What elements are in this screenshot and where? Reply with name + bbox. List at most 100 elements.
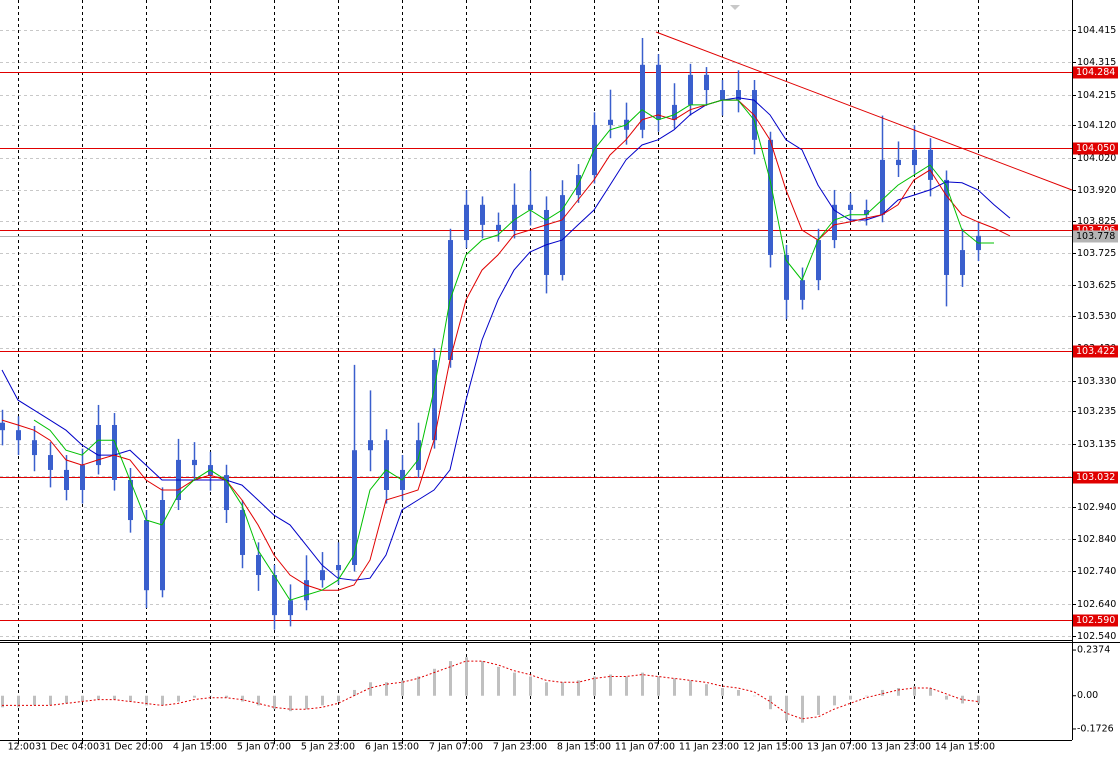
y-tick-label: 102.540 — [1077, 631, 1116, 642]
candle-body — [912, 149, 917, 166]
level-label: 102.590 — [1076, 615, 1115, 626]
histogram-bar — [673, 678, 676, 696]
histogram-bar — [273, 695, 276, 710]
histogram-bar — [865, 695, 868, 697]
trend-line — [655, 31, 1073, 191]
histogram-bar — [913, 686, 916, 696]
histogram-bar — [497, 666, 500, 696]
candle-body — [112, 424, 117, 480]
histogram-bar — [385, 682, 388, 696]
histogram-bar — [209, 695, 212, 697]
histogram-bar — [353, 689, 356, 696]
histogram-bar — [593, 676, 596, 696]
histogram-bar — [145, 695, 148, 706]
x-tick-label: 5 Jan 23:00 — [301, 742, 355, 753]
candle-body — [960, 250, 965, 275]
histogram-bar — [129, 695, 132, 702]
histogram-bar — [305, 695, 308, 710]
histogram-bar — [321, 695, 324, 706]
histogram-bar — [177, 695, 180, 702]
histogram-bar — [609, 674, 612, 696]
signal-line — [2, 660, 979, 720]
y-tick-label: 103.725 — [1077, 248, 1116, 259]
y-tick-label: 0.2374 — [1077, 645, 1110, 656]
histogram-bar — [65, 695, 68, 704]
histogram-bar — [513, 672, 516, 696]
x-tick-label: 31 Dec 20:00 — [99, 742, 163, 753]
y-tick-label: 104.020 — [1077, 153, 1116, 164]
x-tick-label: 12:00 — [8, 742, 35, 753]
level-label-bg — [1073, 66, 1118, 79]
candle-body — [448, 240, 453, 361]
y-tick-label: -0.1726 — [1077, 723, 1114, 734]
candle-body — [304, 580, 309, 601]
candle-body — [832, 204, 837, 241]
x-tick-label: 13 Jan 07:00 — [807, 742, 867, 753]
level-label: 104.284 — [1076, 67, 1115, 78]
candle-body — [272, 575, 277, 616]
histogram-bar — [769, 695, 772, 710]
candle-body — [720, 90, 725, 101]
y-tick-label: 0.00 — [1077, 690, 1098, 701]
histogram-bar — [929, 688, 932, 696]
histogram-bar — [529, 676, 532, 696]
candle-body — [544, 209, 549, 275]
candle-body — [512, 204, 517, 231]
candle-body — [672, 104, 677, 120]
y-tick-label: 103.235 — [1077, 406, 1116, 417]
histogram-bar — [961, 695, 964, 704]
candle-body — [32, 440, 37, 456]
histogram-bar — [721, 688, 724, 696]
candle-body — [320, 570, 325, 581]
candle-body — [224, 475, 229, 511]
y-tick-label: 104.215 — [1077, 90, 1116, 101]
histogram-bar — [337, 695, 340, 702]
candle-body — [80, 465, 85, 490]
moving-average — [33, 99, 994, 601]
x-tick-label: 12 Jan 15:00 — [743, 742, 803, 753]
histogram-bar — [545, 682, 548, 696]
level-label-bg — [1073, 345, 1118, 358]
candle-body — [464, 204, 469, 241]
candle-body — [384, 440, 389, 490]
x-tick-label: 8 Jan 15:00 — [557, 742, 611, 753]
candle-body — [16, 430, 21, 441]
histogram-bar — [241, 695, 244, 702]
candle-body — [160, 500, 165, 591]
level-label: 103.032 — [1076, 472, 1115, 483]
histogram-bar — [689, 680, 692, 696]
y-tick-label: 102.840 — [1077, 534, 1116, 545]
level-label-bg — [1073, 614, 1118, 627]
candle-body — [736, 90, 741, 101]
histogram-bar — [481, 661, 484, 696]
candle-body — [944, 179, 949, 275]
candle-body — [816, 240, 821, 281]
histogram-bar — [465, 657, 468, 696]
y-tick-label: 104.315 — [1077, 57, 1116, 68]
candle-body — [288, 600, 293, 616]
y-tick-label: 103.135 — [1077, 439, 1116, 450]
x-tick-label: 31 Dec 04:00 — [35, 742, 99, 753]
x-tick-label: 13 Jan 23:00 — [871, 742, 931, 753]
candle-body — [800, 280, 805, 300]
x-tick-label: 11 Jan 23:00 — [679, 742, 739, 753]
x-tick-label: 5 Jan 07:00 — [237, 742, 291, 753]
y-tick-label: 102.740 — [1077, 566, 1116, 577]
candle-body — [240, 510, 245, 555]
candle-body — [416, 440, 421, 470]
x-tick-label: 11 Jan 07:00 — [615, 742, 675, 753]
x-tick-label: 7 Jan 23:00 — [493, 742, 547, 753]
y-tick-label: 104.415 — [1077, 25, 1116, 36]
candle-body — [640, 64, 645, 130]
histogram-bar — [817, 695, 820, 715]
histogram-bar — [257, 695, 260, 706]
candle-body — [560, 195, 565, 275]
histogram-bar — [1, 695, 4, 708]
histogram-bar — [113, 695, 116, 700]
histogram-bar — [705, 684, 708, 696]
histogram-bar — [433, 668, 436, 696]
histogram-bar — [801, 695, 804, 723]
histogram-bar — [289, 695, 292, 712]
level-label-bg — [1073, 142, 1118, 155]
